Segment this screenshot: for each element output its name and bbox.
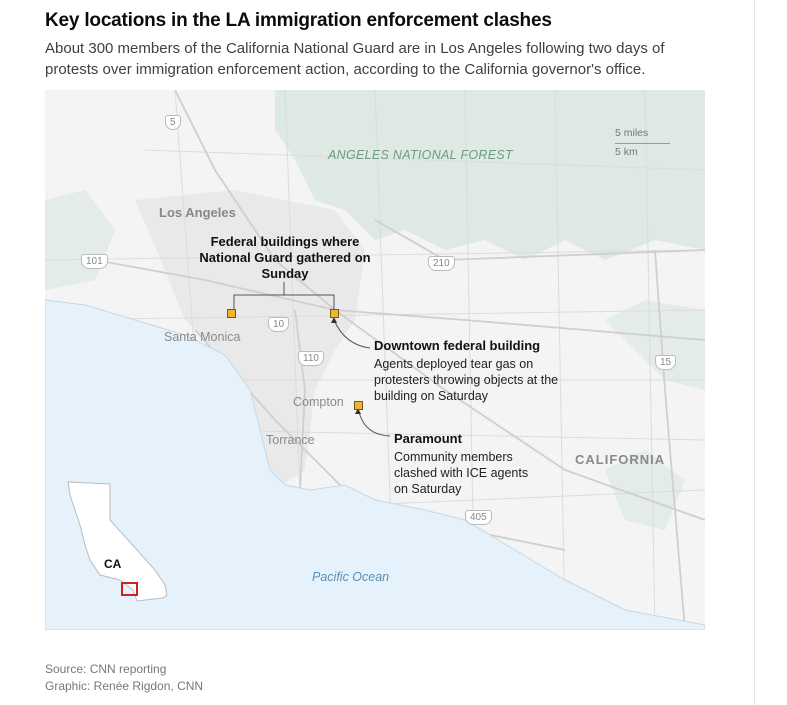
highway-shield-405: 405 (465, 510, 492, 525)
forest-area-east (605, 300, 705, 390)
forest-area-se (605, 450, 685, 530)
annotation-paramount-title: Paramount (394, 431, 462, 446)
highway-shield-210: 210 (428, 256, 455, 271)
annotation-federal-buildings: Federal buildings where National Guard g… (199, 234, 371, 281)
highway-shield-110: 110 (298, 351, 324, 366)
marker-paramount[interactable] (354, 401, 363, 410)
label-torrance: Torrance (266, 433, 315, 447)
credit-note: Graphic: Renée Rigdon, CNN (45, 679, 204, 693)
chart-title: Key locations in the LA immigration enfo… (45, 10, 552, 31)
footer: Source: CNN reporting Graphic: Renée Rig… (45, 661, 203, 695)
annotation-paramount-text: Community members clashed with ICE agent… (394, 450, 529, 496)
marker-downtown-federal-building[interactable] (330, 309, 339, 318)
urban-area (135, 190, 365, 490)
inset-california (67, 481, 168, 602)
highway-shield-101: 101 (81, 254, 108, 269)
page-divider (754, 0, 755, 705)
ocean (45, 299, 705, 630)
scale-miles: 5 miles (615, 127, 649, 139)
label-state: CALIFORNIA (575, 452, 666, 467)
annotation-downtown-text: Agents deployed tear gas on protesters t… (374, 357, 559, 403)
highway-shield-15: 15 (655, 355, 677, 370)
annotation-downtown-title: Downtown federal building (374, 338, 541, 353)
highway-shield-10: 10 (268, 317, 290, 332)
label-los-angeles: Los Angeles (159, 205, 236, 220)
label-forest: ANGELES NATIONAL FOREST (328, 148, 513, 162)
map: Los Angeles Santa Monica Compton Torranc… (45, 90, 705, 630)
map-base (45, 90, 705, 630)
label-compton: Compton (293, 395, 344, 409)
label-ocean: Pacific Ocean (312, 570, 390, 584)
source-note: Source: CNN reporting (45, 662, 167, 676)
forest-area (275, 90, 705, 260)
scale-km: 5 km (615, 146, 638, 158)
inset-label: CA (104, 557, 122, 571)
inset-location-box (121, 582, 138, 596)
highway-shield-5: 5 (165, 115, 181, 130)
chart-subtitle: About 300 members of the California Nati… (45, 40, 665, 78)
marker-westwood-federal-building[interactable] (227, 309, 236, 318)
forest-area-west (45, 190, 115, 290)
label-santa-monica: Santa Monica (164, 330, 241, 344)
